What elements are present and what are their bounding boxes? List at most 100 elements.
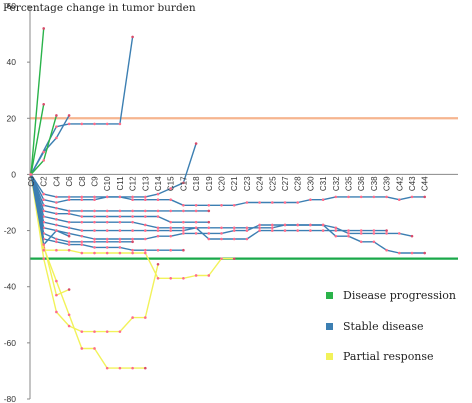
data-point <box>347 234 350 238</box>
x-category-labels: C0 C2 C4 C6 C8 C9 C10 C11 C12 C13 C14 C15 C17 C18 C19 C… <box>27 176 430 191</box>
data-point <box>144 223 147 227</box>
data-point <box>156 229 160 232</box>
data-point <box>271 226 274 230</box>
data-point <box>398 232 401 235</box>
axes <box>27 5 458 400</box>
data-point <box>80 195 84 199</box>
data-point <box>131 366 134 370</box>
data-point <box>80 240 84 244</box>
series-line <box>30 36 134 175</box>
data-point <box>55 114 58 117</box>
series-19 <box>29 173 236 280</box>
data-point <box>105 246 109 249</box>
data-point <box>334 229 338 232</box>
data-point <box>105 330 109 333</box>
data-point <box>220 237 223 241</box>
data-point <box>232 257 236 260</box>
data-point <box>385 229 388 232</box>
data-point <box>169 220 172 224</box>
data-point <box>169 229 172 232</box>
data-point <box>182 209 185 213</box>
data-point <box>67 212 71 216</box>
data-point <box>194 209 198 213</box>
data-point <box>372 240 376 244</box>
data-point <box>80 215 84 218</box>
data-point <box>423 195 427 199</box>
y-tick-label: -60 <box>4 338 17 348</box>
data-point <box>93 330 96 333</box>
y-tick-label: 0 <box>11 169 16 179</box>
data-point <box>347 195 350 199</box>
data-point <box>93 220 96 224</box>
x-category-label: C44 <box>421 176 430 191</box>
data-point <box>296 223 300 227</box>
data-point <box>182 229 185 232</box>
data-point <box>118 122 122 126</box>
y-tick-label: -40 <box>4 282 17 292</box>
data-point <box>29 173 33 176</box>
x-category-label: C10 <box>103 176 112 191</box>
data-point <box>321 198 325 201</box>
data-point <box>118 215 122 218</box>
data-point <box>194 232 198 235</box>
data-point <box>182 226 185 230</box>
data-point <box>105 251 109 255</box>
series-line <box>30 104 45 175</box>
data-point <box>144 366 147 370</box>
data-point <box>220 257 223 260</box>
data-point <box>131 35 134 39</box>
x-category-label: C24 <box>256 176 265 191</box>
data-point <box>67 114 71 117</box>
x-category-label: C39 <box>383 176 392 191</box>
data-point <box>93 237 96 241</box>
x-category-label: C35 <box>345 176 354 191</box>
series-3 <box>29 114 58 176</box>
data-point <box>93 198 96 201</box>
data-point <box>309 198 312 201</box>
data-point <box>105 122 109 126</box>
data-point <box>258 226 261 230</box>
data-point <box>258 223 261 227</box>
data-point <box>42 204 45 207</box>
data-point <box>42 243 45 246</box>
data-point <box>42 159 45 162</box>
data-point <box>67 122 71 126</box>
data-point <box>105 237 109 241</box>
x-category-label: C14 <box>154 176 163 191</box>
data-point <box>105 229 109 232</box>
data-point <box>105 366 109 370</box>
data-point <box>118 237 122 241</box>
data-point <box>156 226 160 230</box>
x-category-label: C17 <box>179 176 188 191</box>
data-point <box>207 204 211 207</box>
data-point <box>80 243 84 246</box>
data-point <box>245 201 249 204</box>
x-category-label: C15 <box>167 176 176 191</box>
data-point <box>385 248 388 252</box>
data-point <box>169 276 172 280</box>
x-category-label: C18 <box>192 176 201 191</box>
data-point <box>67 234 71 238</box>
data-point <box>67 209 71 213</box>
legend-swatch <box>326 323 333 330</box>
data-point <box>93 215 96 218</box>
data-point <box>131 220 134 224</box>
data-point <box>55 223 58 227</box>
legend-item: Partial response <box>326 350 434 363</box>
x-category-label: C28 <box>294 176 303 191</box>
data-point <box>258 201 261 204</box>
data-point <box>309 223 312 227</box>
data-point <box>105 215 109 218</box>
data-point <box>42 150 45 154</box>
data-point <box>55 293 58 297</box>
data-point <box>131 237 134 241</box>
data-point <box>372 229 376 232</box>
x-category-label: C25 <box>268 176 277 191</box>
data-point <box>232 237 236 241</box>
x-category-label: C30 <box>306 176 315 191</box>
data-point <box>144 316 147 319</box>
data-point <box>359 195 363 199</box>
data-point <box>258 229 261 232</box>
x-category-label: C27 <box>281 176 290 191</box>
